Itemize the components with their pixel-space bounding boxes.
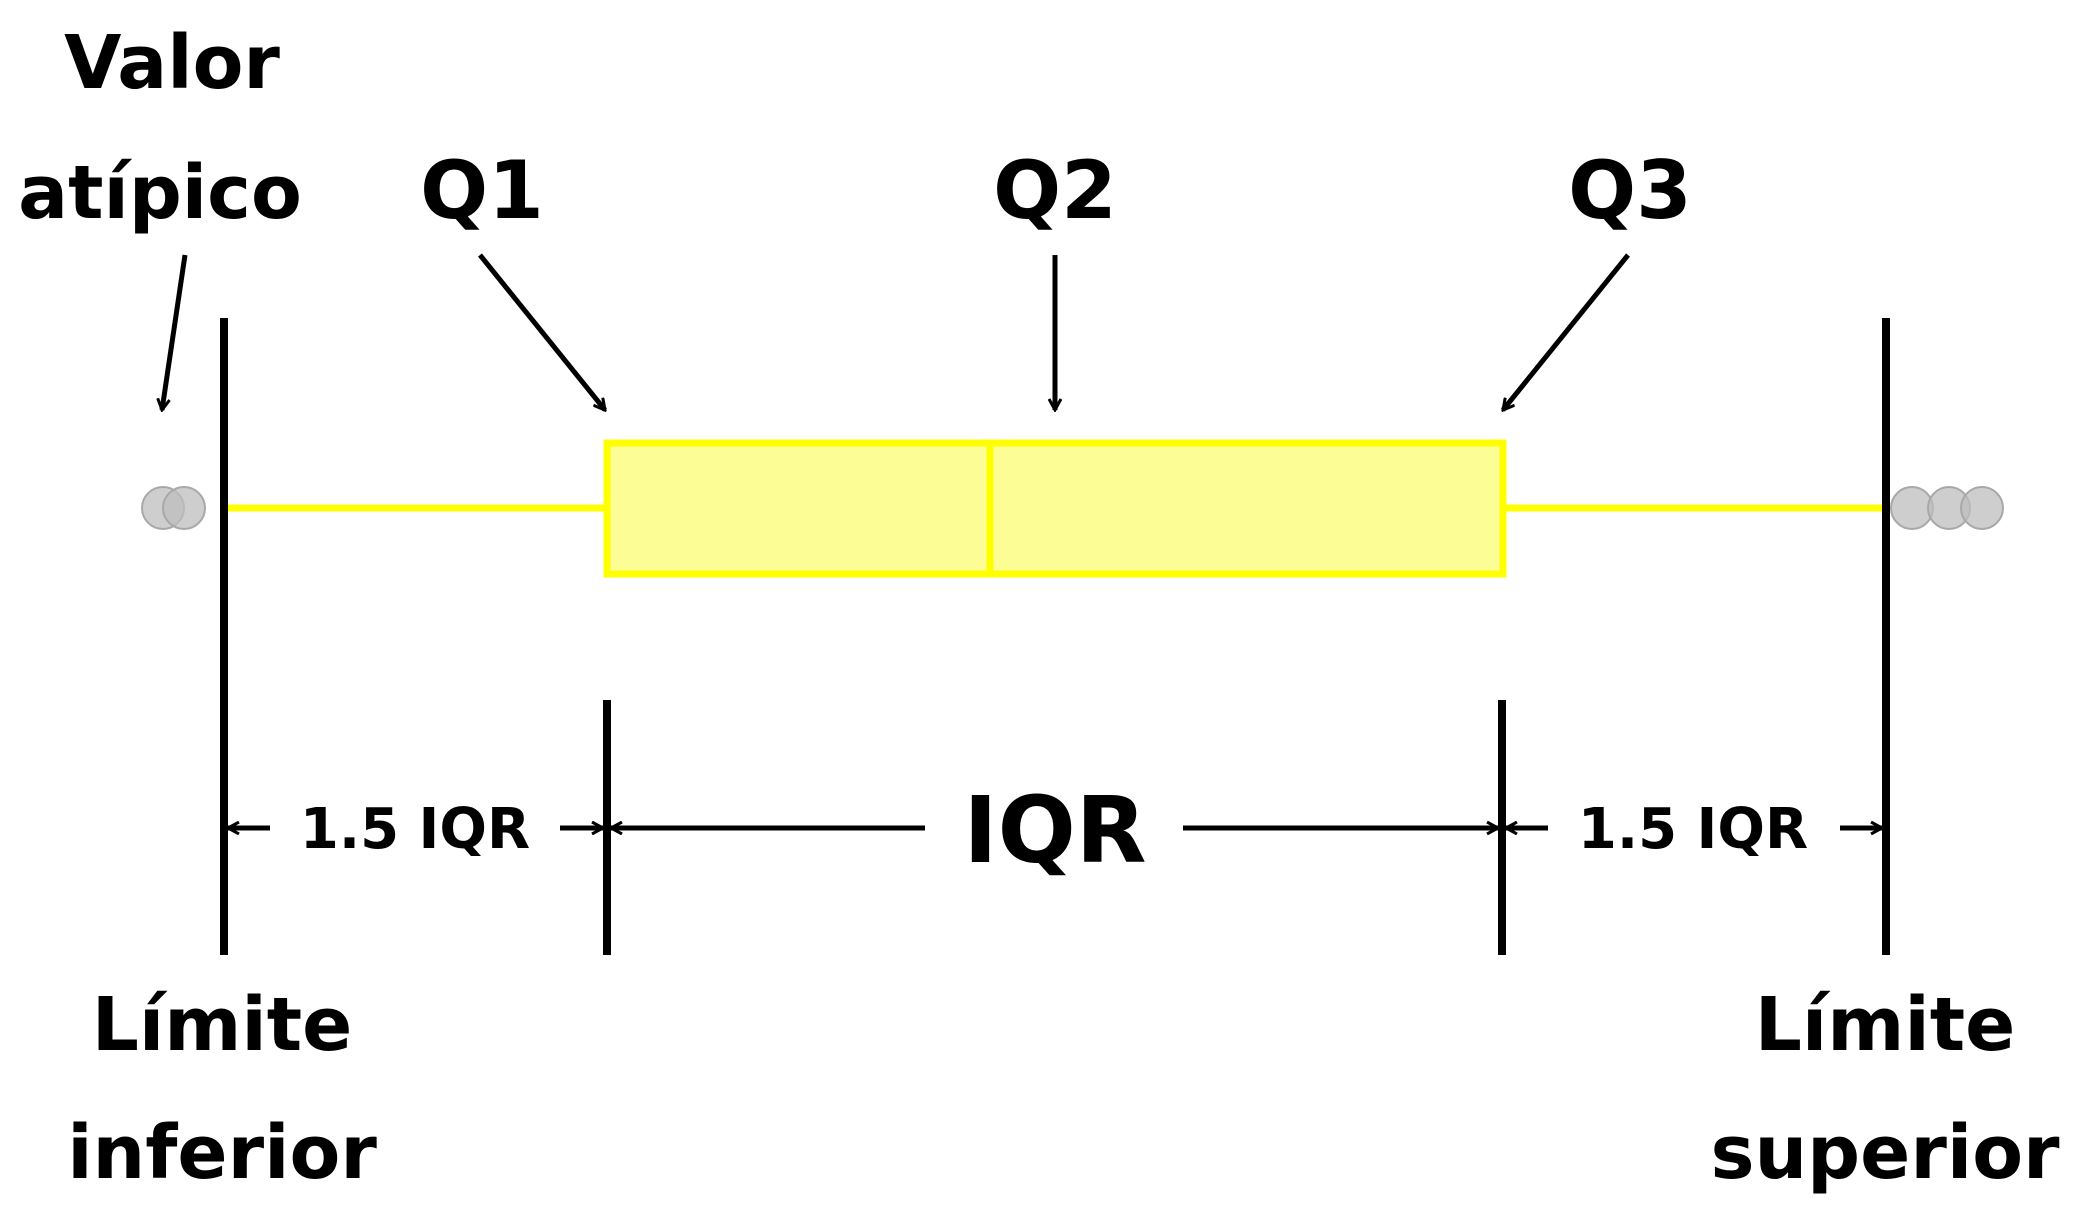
outlier-arrow [162, 254, 188, 410]
upper-limit-label-line2: superior [1710, 1110, 2060, 1196]
outlier-point [1890, 486, 1934, 530]
q2-label: Q2 [993, 144, 1117, 237]
lower-limit-label-line1: Límite [92, 982, 353, 1068]
q3-arrow [1503, 253, 1630, 410]
upper-limit-label-line1: Límite [1755, 982, 2016, 1068]
iqr-box [603, 439, 1507, 578]
outlier-label-line2: atípico [18, 150, 302, 236]
q1-label: Q1 [420, 144, 544, 237]
right-range-label: 1.5 IQR [1578, 797, 1808, 862]
outlier-label-line1: Valor [64, 20, 280, 106]
lower-limit-label-line2: inferior [67, 1110, 377, 1196]
q1-arrow [478, 253, 605, 410]
q3-label: Q3 [1568, 144, 1692, 237]
left-range-label: 1.5 IQR [300, 797, 530, 862]
iqr-label: IQR [963, 777, 1146, 884]
outlier-point [1960, 486, 2004, 530]
outlier-point [162, 486, 206, 530]
